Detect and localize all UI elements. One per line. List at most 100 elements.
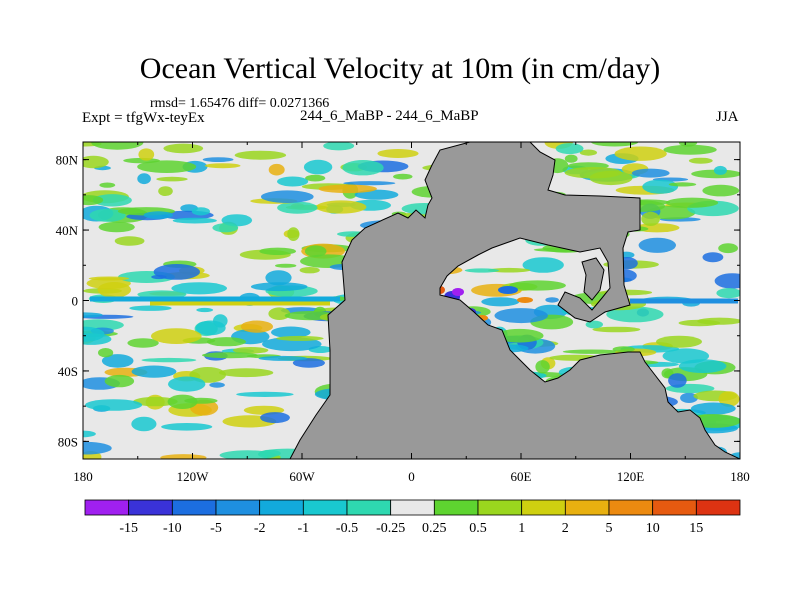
contour-patch [172, 217, 217, 224]
contour-patch [212, 223, 239, 233]
y-tick-label: 40S [58, 364, 78, 379]
equatorial-band [630, 298, 738, 304]
contour-patch [98, 348, 114, 358]
colorbar-label: 0.5 [469, 521, 487, 536]
contour-patch [98, 221, 135, 233]
contour-patch [656, 335, 702, 348]
colorbar-swatch [390, 499, 435, 516]
colorbar-swatch [433, 499, 479, 516]
contour-patch [133, 396, 178, 407]
colorbar-label: 1 [518, 521, 525, 536]
contour-patch [591, 142, 639, 147]
contour-patch [131, 416, 157, 432]
contour-patch [579, 149, 598, 156]
contour-patch [718, 391, 740, 407]
contour-patch [304, 245, 327, 257]
contour-patch [129, 305, 172, 311]
colorbar-swatch [215, 499, 261, 516]
contour-patch [196, 307, 214, 313]
contour-patch [631, 168, 670, 178]
contour-patch [702, 184, 740, 197]
contour-patch [678, 359, 727, 373]
contour-patch [299, 267, 320, 274]
contour-patch [219, 450, 276, 459]
contour-patch [585, 320, 603, 329]
contour-patch [236, 391, 294, 397]
contour-patch [99, 182, 116, 188]
colorbar-label: -0.25 [376, 521, 405, 536]
x-tick-label: 0 [408, 469, 415, 484]
contour-patch [265, 270, 292, 286]
equatorial-band [150, 301, 330, 306]
contour-patch [638, 237, 676, 253]
contour-patch [690, 402, 736, 415]
colorbar-label: -0.5 [336, 521, 358, 536]
contour-patch [83, 155, 109, 169]
contour-patch [316, 200, 367, 214]
stats-line: rmsd= 1.65476 diff= 0.0271366 [150, 96, 330, 111]
contour-patch [137, 160, 197, 173]
contour-patch [268, 163, 285, 176]
land-inner-island [581, 257, 605, 301]
contour-patch [83, 441, 112, 455]
contour-patch [168, 376, 206, 392]
colorbar-swatch [259, 499, 304, 516]
colorbar-swatch [302, 499, 348, 516]
contour-patch [564, 154, 578, 163]
contour-patch [714, 273, 740, 289]
contour-patch [261, 190, 314, 203]
contour-patch [143, 211, 173, 219]
contour-patch [287, 227, 300, 242]
contour-patch [642, 179, 679, 194]
colorbar-label: 0.25 [422, 521, 447, 536]
contour-patch [91, 142, 144, 150]
contour-patch [713, 165, 727, 175]
contour-patch [614, 146, 667, 161]
contour-patch [85, 399, 143, 411]
contour-patch [206, 337, 246, 347]
contour-patch [668, 373, 687, 388]
colorbar-swatch [128, 499, 173, 516]
contour-patch [495, 328, 544, 343]
contour-patch [232, 347, 269, 354]
x-tick-label: 180 [73, 469, 93, 484]
contour-patch [481, 297, 520, 307]
contour-patch [535, 360, 550, 374]
colorbar-swatch [608, 499, 654, 516]
contour-patch [509, 280, 566, 291]
y-axis: 80N 40N 0 40S 80S [56, 153, 740, 449]
contour-patch [277, 201, 318, 214]
y-tick-label: 40N [56, 223, 79, 238]
contour-patch [488, 267, 531, 273]
contour-patch [393, 173, 413, 180]
colorbar-swatch [477, 499, 523, 516]
colorbar-label: 10 [646, 521, 660, 536]
contour-patch [564, 167, 622, 179]
x-tick-label: 120E [617, 469, 645, 484]
contour-patch [716, 288, 740, 299]
contour-patch [83, 195, 104, 206]
contour-patch [259, 247, 297, 255]
y-tick-label: 80S [58, 434, 78, 449]
contour-patch [202, 157, 234, 163]
contour-patch [275, 263, 297, 268]
contour-patch [218, 368, 274, 378]
contour-patch [702, 252, 724, 263]
contour-patch [718, 243, 738, 254]
contour-patch [688, 157, 713, 164]
colorbar-swatch [171, 499, 217, 516]
colorbar-label: 15 [689, 521, 703, 536]
contour-patch [234, 150, 287, 160]
contour-patch [158, 186, 173, 197]
contour-patch [305, 174, 326, 182]
contour-patch [277, 176, 309, 187]
colorbar-label: -1 [297, 521, 309, 536]
contour-patch [271, 326, 311, 339]
season-label: JJA [716, 109, 739, 125]
contour-patch [83, 430, 96, 438]
contour-patch [522, 257, 564, 273]
x-tick-label: 120W [177, 469, 210, 484]
contour-patch [97, 282, 131, 298]
contour-patch [517, 297, 533, 303]
x-axis: 180 120W 60W 0 60E 120E 180 [73, 142, 750, 484]
